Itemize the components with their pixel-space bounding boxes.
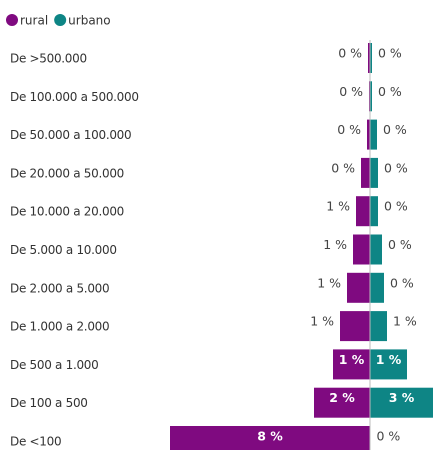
bar — [370, 272, 384, 303]
value-label: 0 % — [338, 46, 362, 61]
bar — [370, 119, 377, 150]
category-label: De 500 a 1.000 — [10, 358, 98, 372]
category-label: De 100 a 500 — [10, 396, 88, 410]
bar — [353, 234, 370, 265]
bar — [368, 43, 370, 73]
value-label: 0 % — [384, 160, 408, 175]
category-label: De 50.000 a 100.000 — [10, 128, 131, 142]
bar — [370, 43, 372, 73]
category-label: De 5.000 a 10.000 — [10, 243, 117, 257]
bar — [370, 387, 433, 418]
value-label: 0 % — [384, 199, 408, 214]
bar — [370, 81, 372, 112]
value-label: 0 % — [388, 237, 412, 252]
bar — [314, 387, 370, 418]
value-label: 0 % — [337, 122, 361, 137]
bar — [370, 157, 378, 188]
category-label: De 100.000 a 500.000 — [10, 90, 139, 104]
value-label: 0 % — [390, 275, 414, 290]
legend-label: rural — [20, 14, 48, 28]
category-label: De 1.000 a 2.000 — [10, 320, 109, 334]
value-label: 3 % — [389, 390, 415, 405]
bar — [170, 426, 370, 450]
value-label: 1 % — [393, 314, 417, 329]
value-label: 2 % — [329, 390, 355, 405]
bar — [370, 311, 387, 342]
value-label: 1 % — [323, 237, 347, 252]
value-label: 8 % — [257, 429, 283, 444]
value-label: 1 % — [376, 352, 402, 367]
bar — [340, 311, 370, 342]
bar — [361, 157, 370, 188]
value-label: 1 % — [310, 314, 334, 329]
category-label: De >500.000 — [10, 52, 87, 66]
value-label: 1 % — [339, 352, 365, 367]
category-label: De <100 — [10, 435, 61, 449]
bar — [347, 272, 370, 303]
category-label: De 20.000 a 50.000 — [10, 166, 124, 180]
value-label: 0 % — [339, 84, 363, 99]
bar — [333, 349, 370, 380]
bar — [370, 196, 378, 227]
value-label: 1 % — [317, 275, 341, 290]
value-label: 0 % — [378, 46, 402, 61]
legend-marker — [6, 14, 18, 26]
bar — [370, 234, 382, 265]
bar — [367, 119, 370, 150]
value-label: 1 % — [326, 199, 350, 214]
value-label: 0 % — [383, 122, 407, 137]
legend-label: urbano — [68, 14, 110, 28]
value-label: 0 % — [378, 84, 402, 99]
value-label: 0 % — [377, 429, 401, 444]
bar — [370, 349, 407, 380]
value-label: 0 % — [331, 160, 355, 175]
category-label: De 10.000 a 20.000 — [10, 205, 124, 219]
bar — [356, 196, 370, 227]
legend-marker — [54, 14, 67, 26]
category-label: De 2.000 a 5.000 — [10, 281, 109, 295]
